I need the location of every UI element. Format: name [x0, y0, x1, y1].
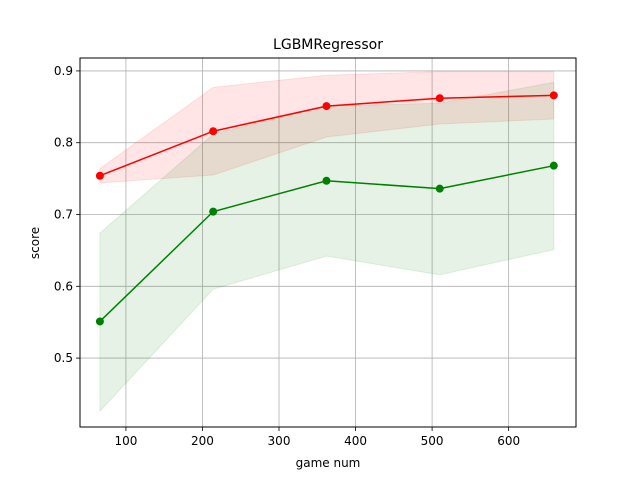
x-tick-label: 100	[114, 434, 137, 448]
x-tick-label: 600	[497, 434, 520, 448]
x-tick-label: 400	[344, 434, 367, 448]
y-axis-label: score	[28, 227, 42, 259]
tick-layer: 100 200 300 400 500 600 0.5 0.6 0.7 0.8 0.9	[54, 64, 520, 448]
plot-frame	[79, 57, 577, 428]
series-1-point	[435, 184, 444, 193]
x-axis-label: game num	[296, 456, 361, 470]
y-tick-label: 0.5	[54, 351, 73, 365]
series-1-point	[549, 161, 558, 170]
series-0-point	[95, 171, 104, 180]
y-tick-label: 0.6	[54, 279, 73, 293]
y-tick-label: 0.7	[54, 208, 73, 222]
grid-layer	[80, 58, 576, 427]
series-1-point	[209, 207, 218, 216]
line-layer	[95, 91, 558, 326]
series-1-point	[322, 176, 331, 185]
series-0-point	[209, 127, 218, 136]
series-1-band	[99, 81, 555, 413]
x-tick-label: 500	[421, 434, 444, 448]
series-1-point	[95, 317, 104, 326]
x-tick-label: 300	[268, 434, 291, 448]
series-0-point	[435, 94, 444, 103]
series-0-point	[549, 91, 558, 100]
series-0-point	[322, 102, 331, 111]
y-tick-label: 0.8	[54, 136, 73, 150]
x-tick-label: 200	[191, 434, 214, 448]
chart-title: LGBMRegressor	[273, 37, 383, 53]
y-tick-label: 0.9	[54, 64, 73, 78]
